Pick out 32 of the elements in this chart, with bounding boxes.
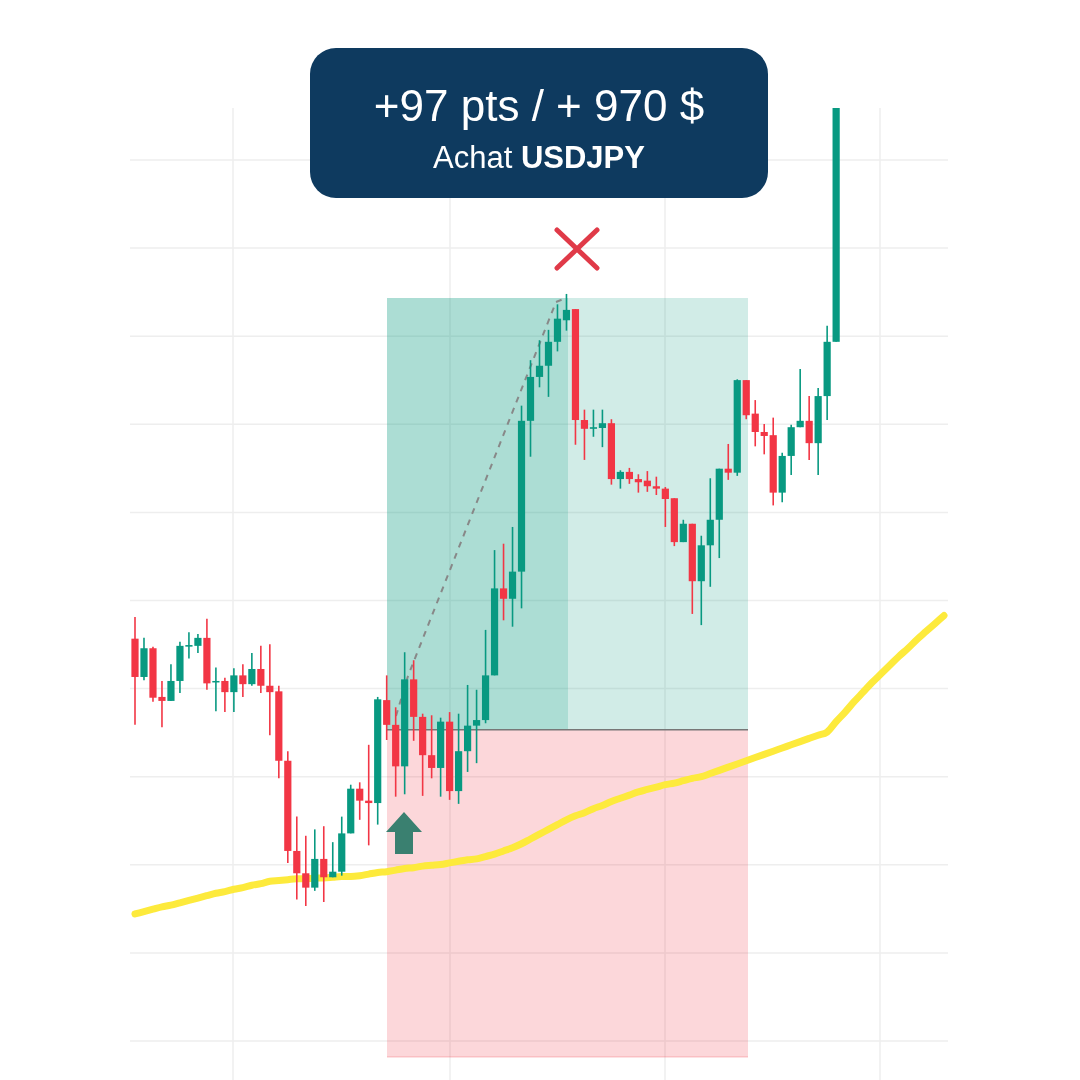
candlestick: [580, 408, 589, 461]
candlestick: [616, 469, 624, 490]
candlestick: [598, 408, 607, 448]
candlestick: [499, 542, 508, 622]
candlestick: [751, 399, 759, 448]
text: Achat USDJPY: [433, 140, 646, 175]
candlestick: [562, 293, 571, 332]
candlestick: [239, 663, 247, 698]
candlestick: [589, 408, 598, 438]
candlestick: [760, 423, 768, 456]
candlestick: [652, 475, 660, 496]
candlestick: [796, 368, 804, 428]
candlestick: [266, 643, 274, 737]
candlestick: [230, 667, 238, 713]
candlestick: [805, 395, 813, 461]
candlestick: [544, 329, 553, 398]
candlestick: [661, 486, 669, 528]
candlestick: [221, 676, 229, 713]
candlestick: [535, 339, 544, 389]
candlestick: [320, 825, 328, 903]
candlestick: [356, 781, 364, 821]
candlestick: [293, 815, 301, 901]
candlestick: [472, 688, 481, 764]
chart-title: +97 pts / + 970 $: [373, 81, 705, 130]
candlestick: [634, 473, 642, 494]
candlestick: [428, 714, 436, 780]
candlestick: [553, 303, 562, 353]
candlestick: [302, 834, 310, 907]
candlestick: [167, 663, 175, 702]
candlestick: [248, 652, 256, 687]
candlestick: [724, 443, 732, 481]
candlestick: [257, 645, 265, 694]
